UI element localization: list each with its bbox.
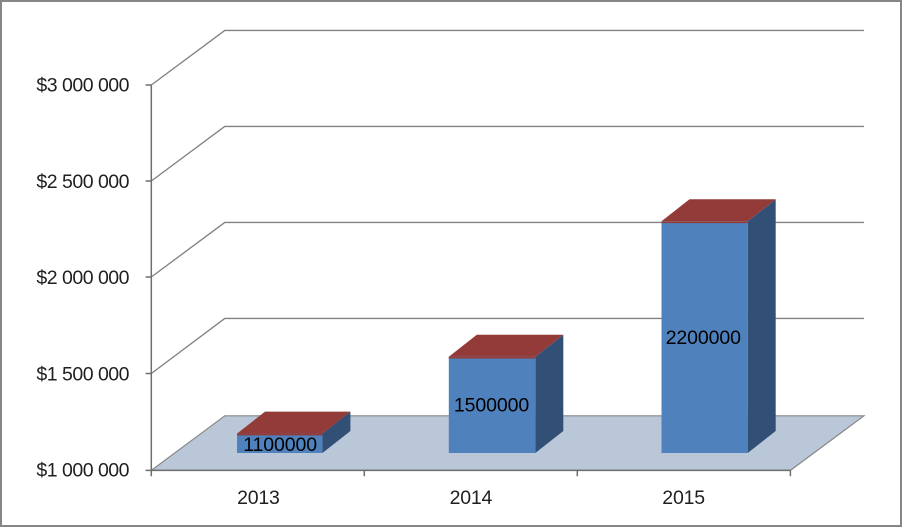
svg-text:$1 000 000: $1 000 000 bbox=[36, 460, 129, 482]
svg-text:2200000: 2200000 bbox=[666, 327, 741, 349]
svg-text:$2 000 000: $2 000 000 bbox=[36, 267, 129, 289]
svg-text:2014: 2014 bbox=[450, 487, 493, 509]
svg-text:2013: 2013 bbox=[237, 487, 280, 509]
svg-text:2015: 2015 bbox=[662, 487, 705, 509]
svg-text:$3 000 000: $3 000 000 bbox=[36, 75, 129, 97]
svg-text:$1 500 000: $1 500 000 bbox=[36, 363, 129, 385]
svg-text:1500000: 1500000 bbox=[454, 395, 529, 417]
svg-text:1100000: 1100000 bbox=[243, 434, 317, 456]
svg-text:$2 500 000: $2 500 000 bbox=[36, 171, 129, 193]
